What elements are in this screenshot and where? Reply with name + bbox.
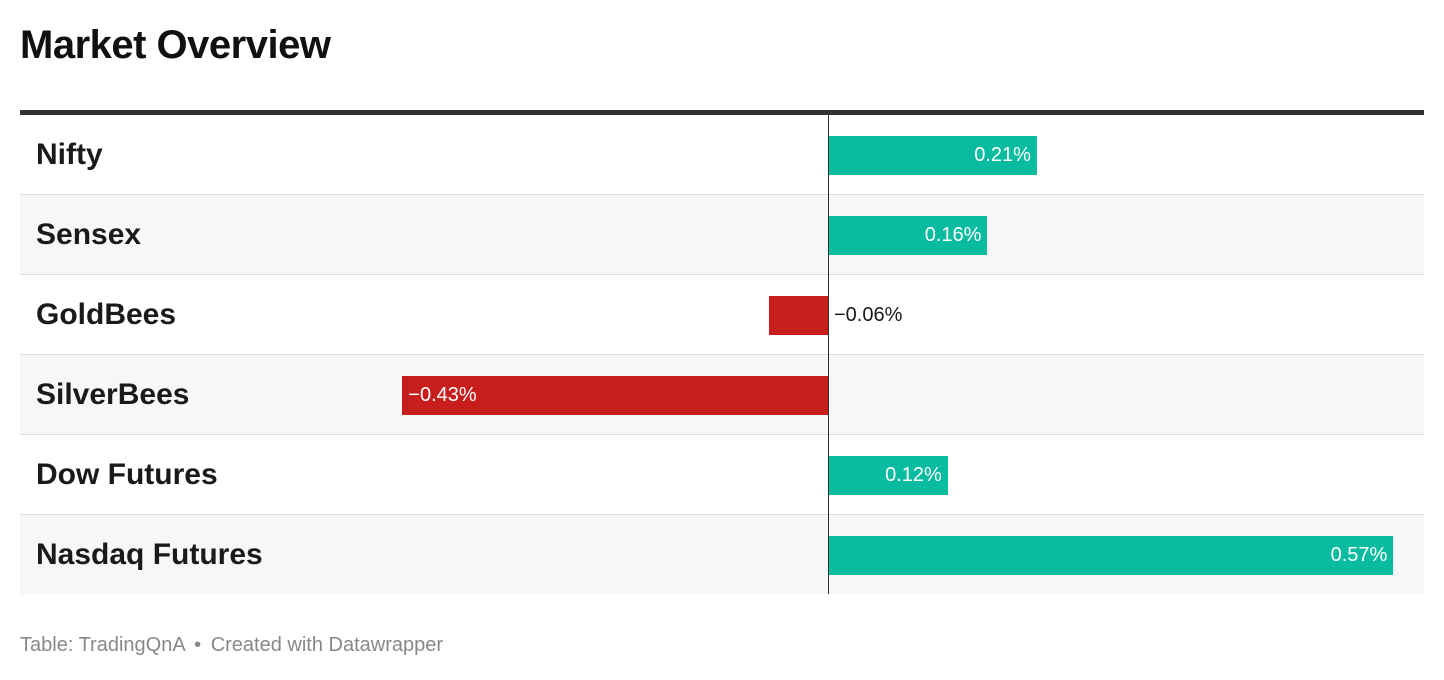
positive-bar: [829, 216, 988, 255]
footer-credit: Created with Datawrapper: [210, 634, 444, 656]
value-label: 0.16%: [924, 224, 982, 246]
table-row: Nifty 0.21%: [20, 115, 1424, 195]
row-label: Nifty: [36, 138, 103, 171]
row-label: SilverBees: [36, 378, 190, 411]
table-top-rule: [20, 110, 1424, 115]
table-row: GoldBees −0.06%: [20, 275, 1424, 355]
table-rows: Nifty 0.21% Sensex 0.16% GoldBees −0.06% Silve…: [20, 115, 1424, 594]
value-label: 0.57%: [1330, 544, 1388, 566]
row-label: Sensex: [36, 218, 142, 251]
value-label: −0.06%: [834, 304, 903, 326]
footer-source: Table: TradingQnA: [20, 634, 185, 656]
positive-bar: [829, 136, 1037, 175]
row-label: Nasdaq Futures: [36, 538, 263, 571]
bar-table: Nifty 0.21% Sensex 0.16% GoldBees −0.06% Silve…: [20, 110, 1424, 594]
negative-bar: [768, 296, 828, 335]
table-row: Sensex 0.16%: [20, 195, 1424, 275]
footer-separator: •: [194, 634, 202, 656]
table-row: Dow Futures 0.12%: [20, 435, 1424, 515]
chart-title: Market Overview: [20, 23, 331, 67]
value-label: −0.43%: [408, 384, 477, 406]
positive-bar: [829, 456, 948, 495]
negative-bar: [402, 376, 828, 415]
row-label: Dow Futures: [36, 458, 218, 491]
positive-bar: [829, 536, 1394, 575]
table-row: SilverBees −0.43%: [20, 355, 1424, 435]
row-label: GoldBees: [36, 298, 177, 331]
zero-axis-line: [828, 115, 829, 594]
value-label: 0.21%: [974, 144, 1031, 166]
value-label: 0.12%: [885, 464, 942, 486]
table-row: Nasdaq Futures 0.57%: [20, 515, 1424, 594]
chart-footer: Table: TradingQnA • Created with Datawra…: [20, 634, 443, 657]
